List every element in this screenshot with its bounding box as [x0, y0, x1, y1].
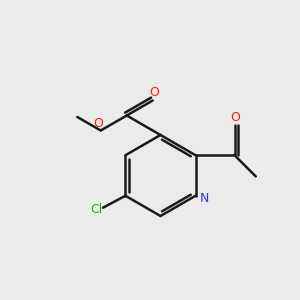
Text: O: O [149, 86, 159, 100]
Text: N: N [199, 192, 209, 205]
Text: O: O [230, 111, 240, 124]
Text: O: O [93, 117, 103, 130]
Text: Cl: Cl [90, 203, 103, 216]
